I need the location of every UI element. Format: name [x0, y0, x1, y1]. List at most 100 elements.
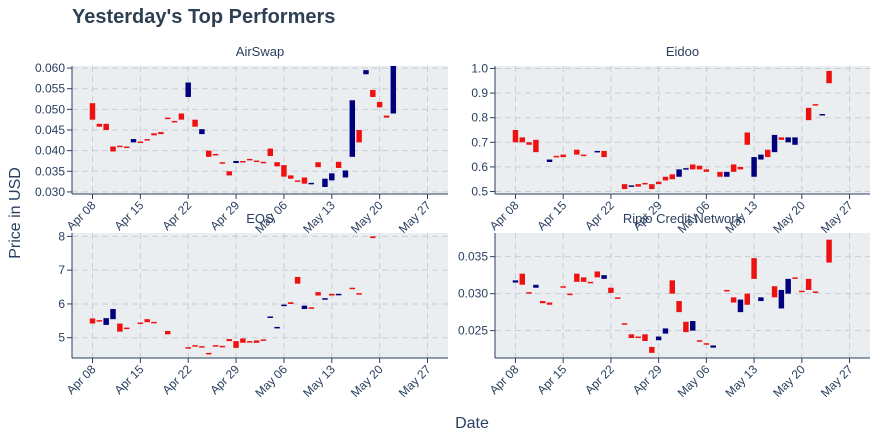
candle [826, 239, 832, 263]
candle [669, 280, 675, 294]
candle [205, 150, 212, 157]
candle [819, 114, 825, 116]
x-tick-label: Apr 08 [487, 198, 522, 233]
candle [690, 321, 696, 331]
candle [376, 101, 383, 108]
candle [574, 273, 580, 282]
candle [130, 139, 137, 143]
candle [329, 293, 335, 296]
y-tick-label: 0.050 [35, 102, 65, 116]
candle [519, 137, 525, 143]
candle [212, 345, 219, 347]
y-tick-label: 0.060 [35, 61, 65, 75]
y-tick-label: 0.7 [471, 135, 488, 149]
candle [805, 107, 812, 121]
x-tick-label: Apr 22 [582, 198, 617, 233]
candle [703, 343, 710, 345]
candle [512, 130, 519, 143]
candle [267, 316, 273, 318]
candle [144, 139, 150, 141]
candle [730, 164, 737, 172]
x-tick-label: May 13 [722, 362, 760, 400]
candle [349, 100, 356, 157]
candle [110, 309, 116, 320]
candle [826, 70, 832, 84]
candle [247, 341, 253, 343]
candle [178, 113, 185, 120]
y-tick-label: 0.035 [35, 164, 65, 178]
candle [608, 287, 614, 293]
candle [799, 290, 805, 293]
candle [785, 137, 791, 143]
candle [294, 276, 301, 284]
y-tick-label: 0.6 [471, 160, 488, 174]
candle [185, 347, 191, 349]
y-tick-label: 0.5 [471, 185, 488, 199]
candle [758, 297, 764, 302]
candle [744, 132, 750, 145]
candle [308, 307, 315, 309]
candle [587, 281, 594, 284]
x-tick-label: May 06 [252, 362, 290, 400]
y-tick-label: 1.0 [471, 61, 488, 75]
candle [690, 164, 696, 170]
candle [383, 115, 390, 118]
candle [356, 293, 362, 295]
x-tick-label: Apr 22 [159, 362, 194, 397]
candle [240, 338, 246, 343]
y-tick-label: 0.045 [35, 123, 65, 137]
candle [123, 146, 130, 149]
panel-title: EOS [246, 211, 274, 226]
y-tick-label: 0.055 [35, 82, 65, 96]
candle [649, 184, 655, 190]
plot-area [495, 233, 870, 358]
y-tick-label: 0.040 [35, 144, 65, 158]
candle [540, 301, 546, 304]
candle [370, 89, 376, 97]
candle [288, 302, 294, 304]
candle [771, 134, 778, 153]
candle [778, 137, 785, 140]
candle [546, 159, 553, 162]
candle [683, 168, 689, 170]
x-tick-label: May 27 [818, 198, 856, 236]
candle [560, 286, 566, 288]
candle [519, 273, 525, 285]
x-tick-label: Apr 15 [112, 362, 147, 397]
x-tick-label: Apr 29 [207, 198, 242, 233]
candle [308, 182, 315, 185]
candle [567, 293, 573, 296]
candle [533, 284, 539, 288]
candle [724, 289, 730, 292]
candle [267, 148, 273, 157]
candle [103, 123, 109, 130]
plot-area [495, 66, 870, 194]
candle [274, 326, 280, 329]
candle [594, 150, 600, 153]
y-tick-label: 0.035 [458, 250, 488, 264]
panel-title: Eidoo [666, 44, 699, 59]
candle [662, 176, 669, 181]
candle [274, 162, 280, 167]
candle [676, 169, 682, 177]
panel-title: Ripio Credit Network [623, 211, 743, 226]
x-axis-label: Date [455, 415, 489, 432]
x-tick-label: May 27 [818, 362, 856, 400]
y-tick-label: 5 [58, 331, 65, 345]
candle [212, 153, 219, 156]
candle [185, 82, 191, 97]
candle [792, 277, 798, 279]
candle [676, 301, 682, 313]
candle [744, 293, 750, 305]
candle [601, 275, 607, 279]
candle [771, 286, 778, 298]
candle [288, 175, 294, 179]
x-tick-label: Apr 15 [534, 198, 569, 233]
candle [260, 161, 267, 164]
candle [655, 181, 662, 185]
x-tick-label: Apr 29 [630, 362, 665, 397]
candle [642, 334, 648, 341]
candle [724, 171, 730, 177]
